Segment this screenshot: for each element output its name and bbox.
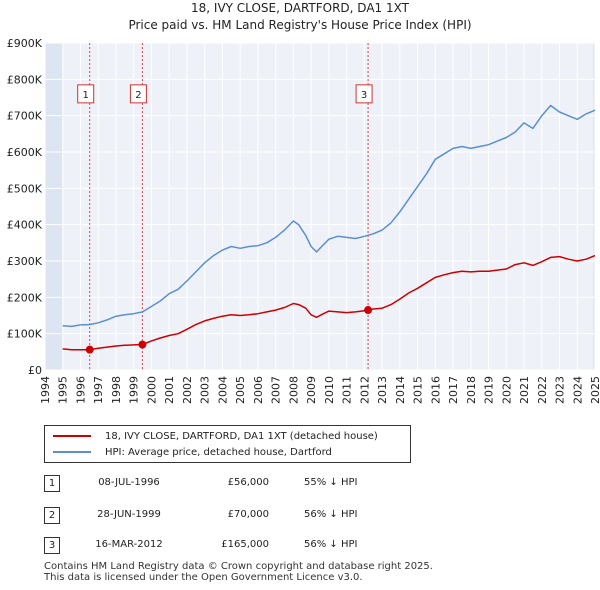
sale-price: £56,000 (227, 477, 269, 488)
sale-hpi-diff: 55% ↓ HPI (304, 477, 358, 488)
x-tick-label: 2010 (323, 376, 336, 404)
x-tick-label: 1997 (92, 376, 105, 404)
x-tick-label: 2004 (216, 376, 229, 404)
x-tick-label: 1994 (39, 376, 52, 404)
y-tick-label: £100K (7, 328, 43, 341)
sale-1-box (77, 84, 95, 104)
sale-date: 28-JUN-1999 (97, 509, 161, 520)
sale-number: 3 (44, 537, 60, 554)
x-tick-label: 2017 (447, 376, 460, 404)
y-tick-label: £600K (7, 146, 43, 159)
x-tick-label: 2013 (376, 376, 389, 404)
x-tick-label: 2006 (252, 376, 265, 404)
x-tick-label: 2014 (394, 376, 407, 404)
x-tick-label: 2025 (589, 376, 600, 404)
price-chart: 1 2 3 £0 £100K £200K £300K £400K £500K £600K £700… (7, 37, 600, 404)
sale-hpi-diff: 56% ↓ HPI (304, 509, 358, 520)
legend-label-property: 18, IVY CLOSE, DARTFORD, DA1 1XT (detach… (105, 430, 378, 442)
sale-date: 16-MAR-2012 (95, 539, 163, 550)
plot-area (45, 43, 595, 370)
y-tick-label: £900K (7, 37, 43, 50)
sale-row-2: 2 28-JUN-1999 £70,000 56% ↓ HPI (44, 507, 384, 525)
sale-date: 08-JUL-1996 (98, 477, 160, 488)
y-tick-label: £700K (7, 110, 43, 123)
sale-price: £70,000 (227, 509, 269, 520)
sale-price: £165,000 (221, 539, 269, 550)
title-line-1: 18, IVY CLOSE, DARTFORD, DA1 1XT (191, 1, 409, 15)
x-tick-label: 2001 (163, 376, 176, 404)
y-tick-label: £800K (7, 73, 43, 86)
x-tick-label: 2021 (518, 376, 531, 404)
x-tick-label: 1998 (110, 376, 123, 404)
x-tick-label: 2023 (554, 376, 567, 404)
legend: 18, IVY CLOSE, DARTFORD, DA1 1XT (detach… (44, 425, 411, 463)
footer-copyright: Contains HM Land Registry data © Crown c… (44, 561, 433, 572)
y-tick-label: £200K (7, 291, 43, 304)
x-tick-label: 1995 (57, 376, 70, 404)
footer-licence: This data is licensed under the Open Gov… (44, 572, 363, 583)
x-tick-label: 2024 (571, 376, 584, 404)
x-tick-label: 2000 (145, 376, 158, 404)
legend-swatch-property (53, 435, 91, 437)
sale-number: 2 (44, 507, 60, 524)
x-tick-label: 2015 (412, 376, 425, 404)
sale-3-marker (364, 306, 373, 315)
y-tick-label: £0 (28, 364, 42, 377)
shade-start (45, 43, 63, 370)
sale-3-box-label: 3 (361, 90, 367, 101)
footer: Contains HM Land Registry data © Crown c… (44, 561, 433, 583)
sale-3-box (355, 84, 373, 104)
x-tick-label: 2009 (305, 376, 318, 404)
sale-2-box-label: 2 (135, 90, 141, 101)
x-tick-label: 2018 (465, 376, 478, 404)
legend-swatch-hpi (53, 451, 91, 453)
x-tick-label: 1999 (128, 376, 141, 404)
legend-label-hpi: HPI: Average price, detached house, Dart… (105, 446, 332, 458)
x-tick-label: 2012 (358, 376, 371, 404)
series-hpi-line (62, 104, 596, 328)
series-property-line (62, 254, 596, 351)
x-tick-label: 1996 (74, 376, 87, 404)
sale-2-marker (138, 340, 147, 349)
legend-item-hpi: HPI: Average price, detached house, Dart… (53, 444, 332, 460)
x-tick-label: 2016 (429, 376, 442, 404)
x-tick-label: 2011 (341, 376, 354, 404)
x-tick-label: 2019 (483, 376, 496, 404)
sale-1-box-label: 1 (83, 90, 89, 101)
y-tick-label: £300K (7, 255, 43, 268)
sale-1-marker (85, 345, 94, 354)
chart-title: 18, IVY CLOSE, DARTFORD, DA1 1XT Price p… (0, 0, 600, 34)
x-tick-label: 2002 (181, 376, 194, 404)
legend-item-property: 18, IVY CLOSE, DARTFORD, DA1 1XT (detach… (53, 428, 378, 444)
y-tick-label: £500K (7, 182, 43, 195)
sale-row-3: 3 16-MAR-2012 £165,000 56% ↓ HPI (44, 537, 384, 555)
title-line-2: Price paid vs. HM Land Registry's House … (128, 18, 472, 32)
y-tick-label: £400K (7, 219, 43, 232)
x-tick-label: 2007 (270, 376, 283, 404)
sale-number: 1 (44, 475, 60, 492)
x-tick-label: 2020 (500, 376, 513, 404)
sale-row-1: 1 08-JUL-1996 £56,000 55% ↓ HPI (44, 475, 384, 493)
sale-hpi-diff: 56% ↓ HPI (304, 539, 358, 550)
shade-end (593, 43, 595, 370)
sale-2-box (129, 84, 147, 104)
x-tick-label: 2008 (287, 376, 300, 404)
x-tick-label: 2003 (199, 376, 212, 404)
x-tick-label: 2005 (234, 376, 247, 404)
x-tick-label: 2022 (536, 376, 549, 404)
